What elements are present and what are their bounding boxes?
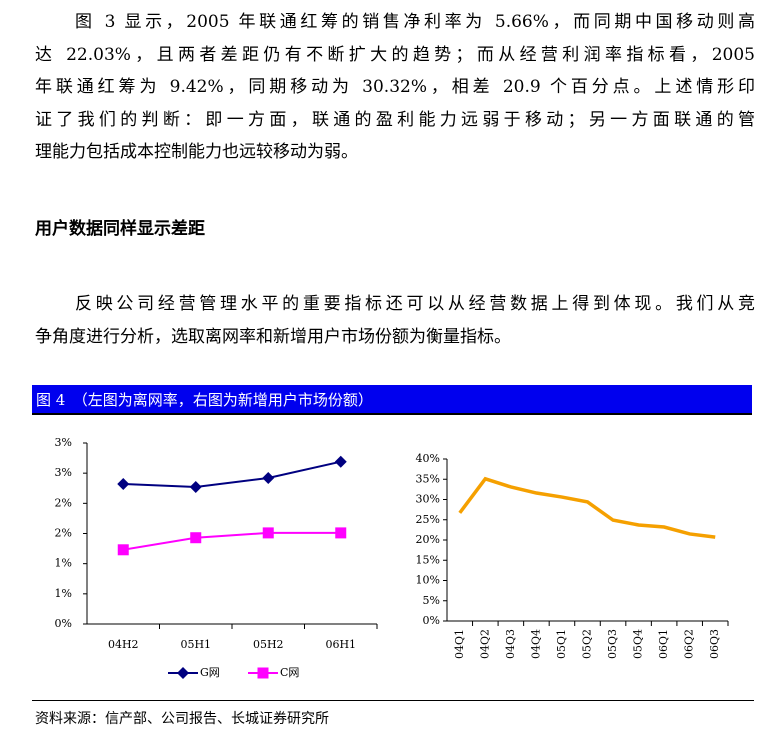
point bbox=[189, 481, 202, 494]
legend-label: C网 bbox=[280, 666, 299, 679]
text-line: 理能力包括成本控制能力也远较移动为弱。 bbox=[35, 142, 358, 162]
point bbox=[262, 527, 274, 539]
text-line: 图 3 显示，2005 年联通红筹的销售净利率为 5.66%，而同期中国移动则高 bbox=[75, 12, 755, 32]
text-line: 反映公司经营管理水平的重要指标还可以从经营数据上得到体现。我们从竞 bbox=[75, 294, 755, 314]
point bbox=[262, 471, 275, 484]
y-tick-label: 3% bbox=[55, 436, 72, 449]
x-tick-label: 04Q4 bbox=[529, 629, 542, 659]
y-tick-label: 5% bbox=[423, 594, 440, 607]
y-tick-label: 2% bbox=[55, 527, 72, 540]
divider bbox=[32, 700, 754, 701]
source-note: 资料来源：信产部、公司报告、长城证券研究所 bbox=[35, 711, 329, 727]
y-tick-label: 2% bbox=[55, 496, 72, 509]
y-tick-label: 1% bbox=[55, 587, 72, 600]
y-tick-label: 1% bbox=[55, 557, 72, 570]
point bbox=[257, 667, 269, 679]
point bbox=[335, 527, 347, 539]
point bbox=[190, 532, 202, 544]
point bbox=[117, 544, 129, 556]
figure-caption: 图 4 （左图为离网率，右图为新增用户市场份额） bbox=[32, 385, 752, 415]
x-tick-label: 06Q2 bbox=[683, 629, 696, 659]
point bbox=[117, 478, 130, 491]
series-line bbox=[123, 460, 341, 489]
x-tick-label: 04Q1 bbox=[453, 629, 466, 659]
y-tick-label: 40% bbox=[416, 452, 440, 465]
point bbox=[334, 455, 347, 468]
text-line: 年联通红筹为 9.42%，同期移动为 30.32%，相差 20.9 个百分点。上… bbox=[35, 77, 755, 97]
y-tick-label: 10% bbox=[416, 574, 440, 587]
y-tick-label: 15% bbox=[416, 553, 440, 566]
x-tick-label: 06Q1 bbox=[657, 629, 670, 659]
y-tick-label: 20% bbox=[416, 533, 440, 546]
x-tick-label: 05Q2 bbox=[581, 629, 594, 659]
text-line: 证了我们的判断：即一方面，联通的盈利能力远弱于移动；另一方面联通的管 bbox=[35, 109, 755, 130]
series-line bbox=[458, 476, 716, 539]
x-tick-label: 04Q3 bbox=[504, 629, 517, 659]
x-tick-label: 04H2 bbox=[108, 638, 139, 651]
x-tick-label: 06Q3 bbox=[708, 629, 721, 659]
x-tick-label: 05H2 bbox=[253, 638, 284, 651]
x-tick-label: 05Q4 bbox=[632, 629, 645, 659]
paragraph: 反映公司经营管理水平的重要指标还可以从经营数据上得到体现。我们从竞争角度进行分析… bbox=[35, 288, 755, 353]
paragraph: 图 3 显示，2005 年联通红筹的销售净利率为 5.66%，而同期中国移动则高… bbox=[35, 6, 755, 169]
legend-label: G网 bbox=[200, 666, 220, 679]
x-tick-label: 04Q2 bbox=[478, 629, 491, 659]
y-tick-label: 25% bbox=[416, 513, 440, 526]
section-heading: 用户数据同样显示差距 bbox=[35, 219, 205, 239]
y-tick-label: 30% bbox=[416, 493, 440, 506]
x-tick-label: 05H1 bbox=[180, 638, 211, 651]
x-tick-label: 05Q3 bbox=[606, 629, 619, 659]
text-line: 争角度进行分析，选取离网率和新增用户市场份额为衡量指标。 bbox=[35, 326, 511, 347]
series-line bbox=[123, 531, 341, 551]
x-tick-label: 05Q1 bbox=[555, 629, 568, 659]
y-tick-label: 3% bbox=[55, 466, 72, 479]
point bbox=[177, 667, 189, 679]
text-line: 达 22.03%，且两者差距仍有不断扩大的趋势；而从经营利润率指标看，2005 bbox=[35, 44, 755, 65]
y-tick-label: 35% bbox=[416, 472, 440, 485]
y-tick-label: 0% bbox=[423, 614, 440, 627]
x-tick-label: 06H1 bbox=[325, 638, 356, 651]
y-tick-label: 0% bbox=[55, 617, 72, 630]
